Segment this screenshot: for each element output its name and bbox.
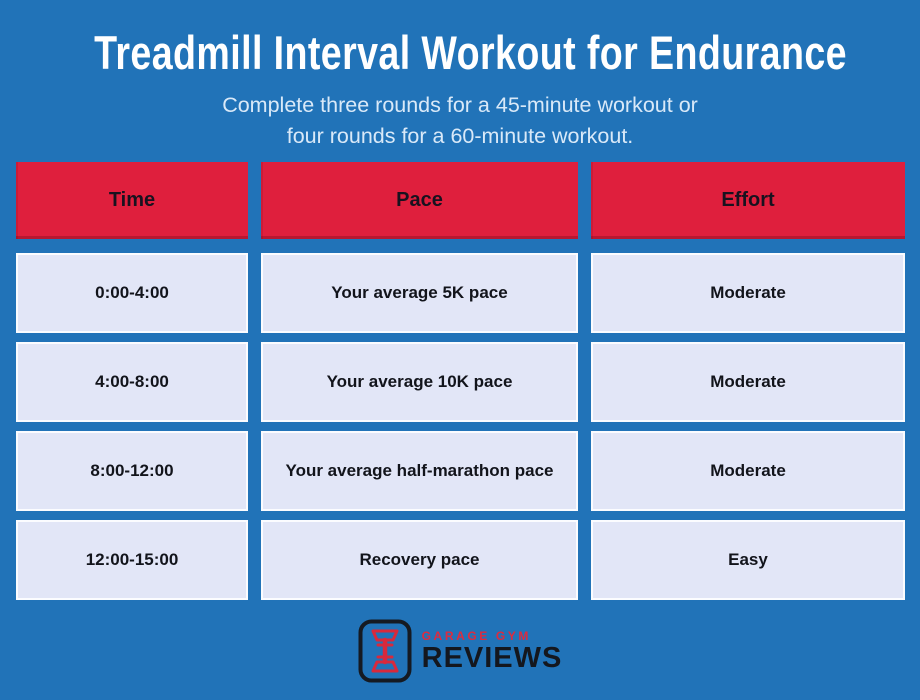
table-cell-pace-3: Your average half-marathon pace xyxy=(261,431,578,511)
table-cell-time-1: 0:00-4:00 xyxy=(16,253,248,333)
table-cell-pace-4: Recovery pace xyxy=(261,520,578,600)
table-cell-pace-2: Your average 10K pace xyxy=(261,342,578,422)
table-cell-effort-4: Easy xyxy=(591,520,905,600)
table-cell-time-4: 12:00-15:00 xyxy=(16,520,248,600)
page-subtitle: Complete three rounds for a 45-minute wo… xyxy=(0,90,920,152)
page-title-text: Treadmill Interval Workout for Endurance xyxy=(94,26,847,79)
logo-brand-bottom: REVIEWS xyxy=(421,642,563,674)
table-cell-effort-3: Moderate xyxy=(591,431,905,511)
logo-brand-top: GARAGE GYM xyxy=(421,629,531,643)
table-cell-effort-1: Moderate xyxy=(591,253,905,333)
subtitle-line-2: four rounds for a 60-minute workout. xyxy=(286,124,634,148)
table-cell-pace-1: Your average 5K pace xyxy=(261,253,578,333)
garage-gym-reviews-logo: GARAGE GYM REVIEWS xyxy=(0,619,920,683)
workout-table: Time Pace Effort 0:00-4:00 Your average … xyxy=(16,162,906,600)
column-header-effort: Effort xyxy=(591,162,905,239)
table-cell-effort-2: Moderate xyxy=(591,342,905,422)
dumbbell-icon xyxy=(358,619,412,683)
column-header-pace: Pace xyxy=(261,162,578,239)
logo-wordmark: GARAGE GYM REVIEWS xyxy=(422,629,563,673)
table-cell-time-2: 4:00-8:00 xyxy=(16,342,248,422)
table-body: 0:00-4:00 Your average 5K pace Moderate … xyxy=(16,253,906,600)
table-header-row: Time Pace Effort xyxy=(16,162,906,239)
table-cell-time-3: 8:00-12:00 xyxy=(16,431,248,511)
page-title: Treadmill Interval Workout for Endurance xyxy=(0,24,920,82)
column-header-time: Time xyxy=(16,162,248,239)
subtitle-line-1: Complete three rounds for a 45-minute wo… xyxy=(222,93,698,117)
